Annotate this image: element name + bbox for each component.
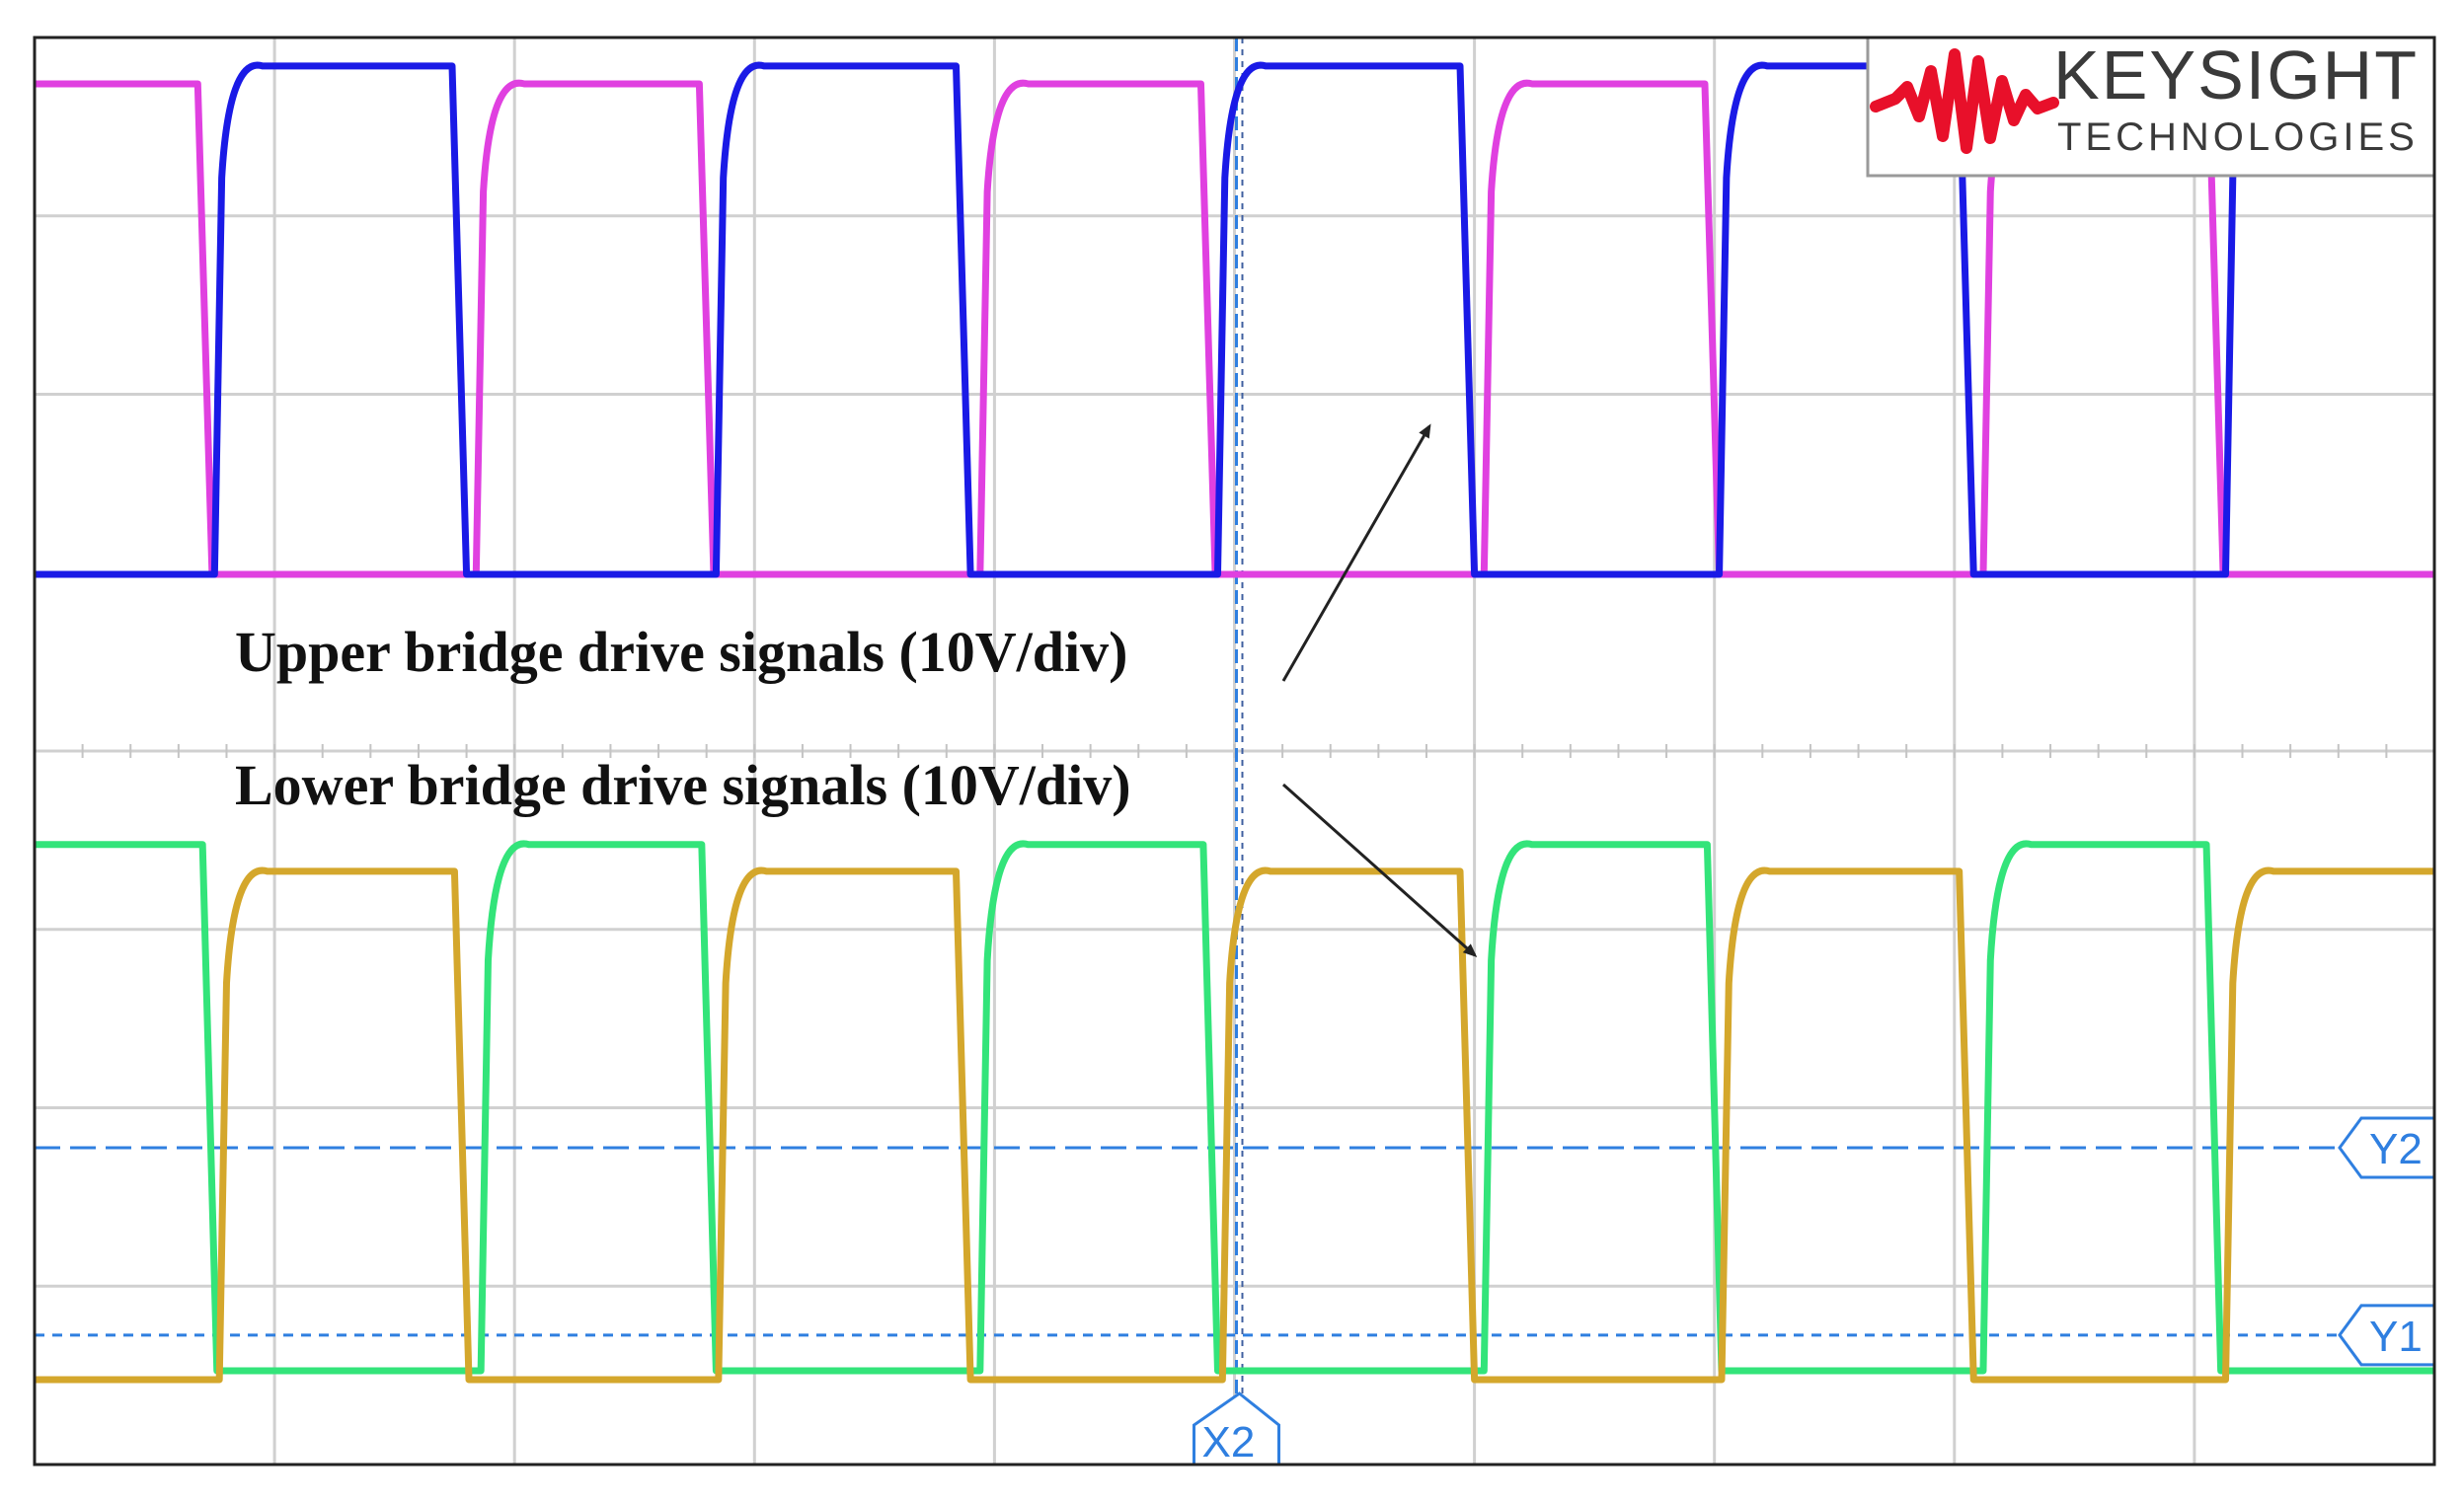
grid <box>34 38 2435 1465</box>
lower-bridge-label: Lower bridge drive signals (10V/div) <box>235 753 1131 817</box>
cursor-marker-label: Y2 <box>2369 1125 2423 1173</box>
upper-series-2 <box>35 61 2434 578</box>
upper-annotation-arrow <box>1281 423 1431 682</box>
lower-series-2 <box>35 866 2434 1384</box>
cursor-marker-label: Y1 <box>2369 1313 2423 1361</box>
lower-annotation-arrow <box>1282 783 1478 957</box>
logo-brand-text: KEYSIGHT <box>2053 37 2419 113</box>
traces <box>35 61 2434 1384</box>
cursor-markers: Y2 Y1 X2 <box>1193 1116 2436 1466</box>
screen-frame <box>33 36 2436 1466</box>
cursor-marker-y1: Y1 <box>2338 1304 2436 1367</box>
logo-sub-text: TECHNOLOGIES <box>2057 115 2419 159</box>
waveform-logo-icon <box>1870 48 2059 154</box>
upper-bridge-label: Upper bridge drive signals (10V/div) <box>235 620 1127 684</box>
cursor-lines <box>35 38 2340 1425</box>
cursor-marker-y2: Y2 <box>2338 1116 2436 1179</box>
cursor-marker-label: X2 <box>1202 1418 1256 1466</box>
cursor-marker-x2: X2 <box>1193 1391 1280 1466</box>
lower-series-1 <box>35 840 2434 1375</box>
keysight-logo: KEYSIGHT TECHNOLOGIES <box>1866 36 2436 178</box>
